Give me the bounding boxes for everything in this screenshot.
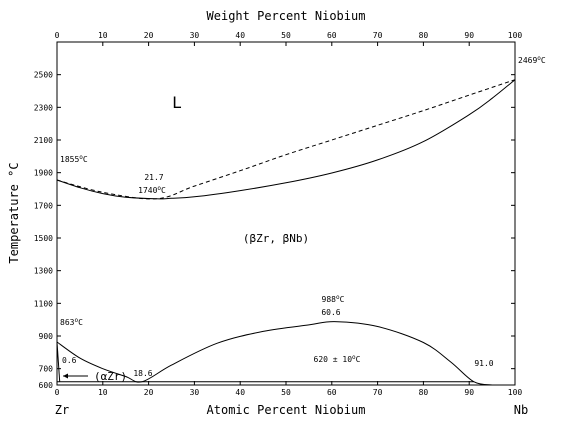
minimum-composition-label: 21.7 bbox=[144, 173, 163, 182]
liquid-region-label: L bbox=[172, 93, 182, 112]
left-composition-label: 0.6 bbox=[62, 356, 77, 365]
x-tick-label: 30 bbox=[190, 388, 200, 397]
y-tick-label: 2100 bbox=[34, 136, 53, 145]
right-composition-label: 91.0 bbox=[474, 359, 493, 368]
x-tick-label: 90 bbox=[464, 388, 474, 397]
top-tick-label: 80 bbox=[419, 31, 429, 40]
zr-melting-label: 1855oC bbox=[60, 154, 88, 164]
min-temp-value: 1740 bbox=[138, 186, 157, 195]
axis-ticks: 0 10 20 30 40 50 60 70 80 90 100 0 10 20 30 40 50 60 70 80 9… bbox=[34, 31, 523, 397]
phase-boundary-1 bbox=[56, 79, 516, 200]
monotectoid-composition-label: 18.6 bbox=[133, 369, 152, 378]
degree-mark: o bbox=[74, 317, 78, 324]
zr-transition-label: 863oC bbox=[60, 317, 83, 327]
x-tick-label: 10 bbox=[98, 388, 108, 397]
degree-mark: o bbox=[336, 294, 340, 301]
top-tick-label: 30 bbox=[190, 31, 200, 40]
left-element-label: Zr bbox=[55, 403, 69, 417]
unit-c: C bbox=[541, 56, 546, 65]
y-tick-label: 1500 bbox=[34, 234, 53, 243]
y-tick-label: 1300 bbox=[34, 267, 53, 276]
x-axis-title: Atomic Percent Niobium bbox=[207, 403, 366, 417]
unit-c: C bbox=[161, 186, 166, 195]
x-tick-label: 0 bbox=[55, 388, 60, 397]
phase-boundary-2 bbox=[56, 79, 516, 200]
alpha-zr-marker: (αZr) bbox=[63, 370, 127, 383]
x-tick-label: 60 bbox=[327, 388, 337, 397]
x-tick-label: 40 bbox=[235, 388, 245, 397]
y-tick-label: 1100 bbox=[34, 299, 53, 308]
degree-mark: o bbox=[79, 154, 83, 161]
phase-boundaries bbox=[56, 79, 516, 386]
top-tick-label: 100 bbox=[508, 31, 523, 40]
alpha-arrow-head bbox=[63, 373, 68, 379]
gap-top-temperature-label: 988oC bbox=[322, 294, 345, 304]
degree-mark: o bbox=[537, 55, 541, 62]
minimum-temperature-label: 1740oC bbox=[138, 185, 166, 195]
x-tick-label: 80 bbox=[419, 388, 429, 397]
top-axis-title: Weight Percent Niobium bbox=[207, 9, 366, 23]
y-tick-label: 2300 bbox=[34, 103, 53, 112]
degree-mark: o bbox=[352, 354, 356, 361]
y-tick-label: 1700 bbox=[34, 201, 53, 210]
degree-mark: o bbox=[157, 185, 161, 192]
y-tick-label: 900 bbox=[39, 332, 54, 341]
top-tick-label: 40 bbox=[235, 31, 245, 40]
phase-boundary-5 bbox=[56, 341, 61, 382]
y-tick-label: 700 bbox=[39, 365, 54, 374]
plot-frame bbox=[56, 41, 516, 386]
y-axis-title: Temperature °C bbox=[7, 162, 21, 263]
top-tick-label: 20 bbox=[144, 31, 154, 40]
top-tick-label: 50 bbox=[281, 31, 291, 40]
x-tick-label: 100 bbox=[508, 388, 523, 397]
zr-melt-value: 1855 bbox=[60, 155, 79, 164]
y-tick-label: 600 bbox=[39, 381, 54, 390]
nb-melt-value: 2469 bbox=[518, 56, 537, 65]
y-tick-label: 1900 bbox=[34, 169, 53, 178]
x-tick-label: 20 bbox=[144, 388, 154, 397]
x-tick-label: 70 bbox=[373, 388, 383, 397]
top-tick-label: 60 bbox=[327, 31, 337, 40]
top-tick-label: 90 bbox=[464, 31, 474, 40]
phase-boundary-3 bbox=[56, 321, 493, 386]
gap-top-value: 988 bbox=[322, 295, 337, 304]
unit-c: C bbox=[78, 318, 83, 327]
alpha-region-label: (αZr) bbox=[94, 370, 127, 383]
mono-temp-value: 620 ± 10 bbox=[314, 355, 353, 364]
monotectoid-temperature-label: 620 ± 10oC bbox=[314, 354, 361, 364]
y-tick-label: 2500 bbox=[34, 71, 53, 80]
nb-melting-label: 2469oC bbox=[518, 55, 546, 65]
zr-trans-value: 863 bbox=[60, 318, 75, 327]
right-element-label: Nb bbox=[514, 403, 528, 417]
unit-c: C bbox=[356, 355, 361, 364]
top-tick-label: 10 bbox=[98, 31, 108, 40]
top-tick-label: 0 bbox=[55, 31, 60, 40]
unit-c: C bbox=[83, 155, 88, 164]
unit-c: C bbox=[340, 295, 345, 304]
gap-top-composition-label: 60.6 bbox=[321, 308, 340, 317]
bcc-region-label: (βZr, βNb) bbox=[243, 232, 309, 245]
x-tick-label: 50 bbox=[281, 388, 291, 397]
top-tick-label: 70 bbox=[373, 31, 383, 40]
